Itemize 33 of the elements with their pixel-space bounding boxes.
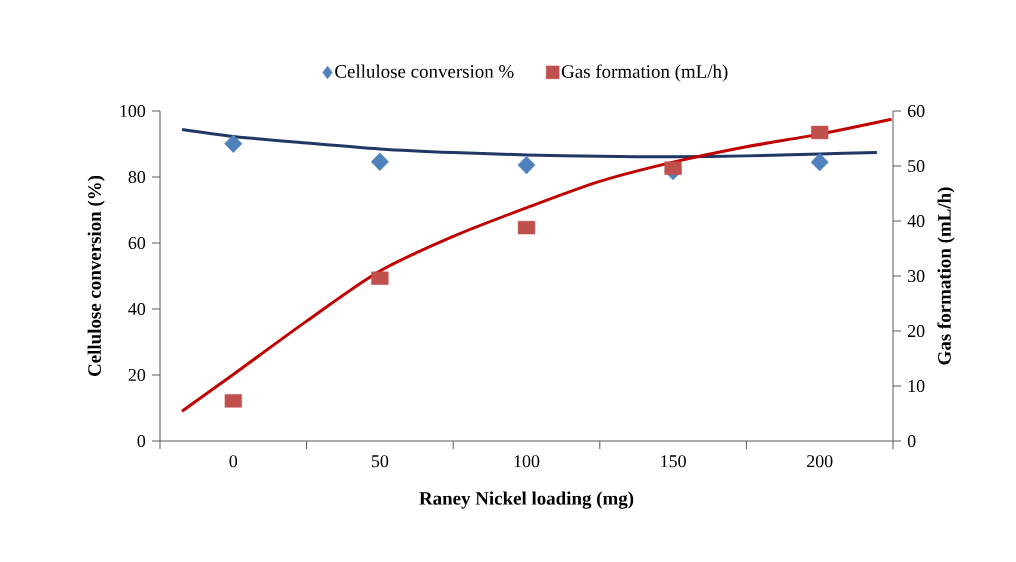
y2-tick-label: 50 bbox=[908, 159, 925, 173]
y2-tick-label: 40 bbox=[907, 214, 925, 228]
point bbox=[517, 155, 536, 175]
y2-tick-label: 20 bbox=[907, 324, 925, 338]
y-tick-label: 40 bbox=[128, 302, 146, 316]
x-tick-label: 0 bbox=[229, 455, 238, 468]
y2-tick-label: 10 bbox=[908, 379, 925, 393]
x-tick-label: 100 bbox=[514, 455, 540, 468]
y-axis-title: Cellulose conversion (%) bbox=[87, 175, 105, 377]
y2-tick-label: 30 bbox=[908, 269, 925, 283]
point bbox=[224, 394, 242, 408]
point bbox=[224, 134, 243, 153]
y-tick-label: 60 bbox=[128, 236, 146, 250]
y2-axis-title: Gas formation (mL/h) bbox=[937, 187, 955, 365]
x-tick-label: 200 bbox=[807, 455, 833, 468]
x-tick-label: 150 bbox=[661, 455, 686, 468]
y-tick-label: 20 bbox=[128, 368, 146, 382]
point bbox=[370, 152, 389, 171]
legend-label: Gas formation (mL/h) bbox=[561, 64, 728, 82]
point bbox=[371, 271, 389, 285]
line-series bbox=[180, 117, 894, 413]
y2-tick-label: 0 bbox=[907, 434, 916, 448]
x-tick-label: 50 bbox=[371, 455, 389, 468]
point bbox=[811, 125, 829, 140]
point bbox=[810, 152, 829, 172]
point bbox=[517, 220, 536, 235]
x-axis-title: Raney Nickel loading (mg) bbox=[419, 491, 634, 509]
y2-tick-label: 60 bbox=[907, 104, 925, 118]
legend-label: Cellulose conversion % bbox=[335, 64, 514, 78]
point bbox=[664, 161, 682, 175]
y-tick-label: 80 bbox=[128, 170, 146, 184]
y-tick-label: 100 bbox=[120, 104, 146, 118]
y-tick-label: 0 bbox=[137, 434, 146, 448]
